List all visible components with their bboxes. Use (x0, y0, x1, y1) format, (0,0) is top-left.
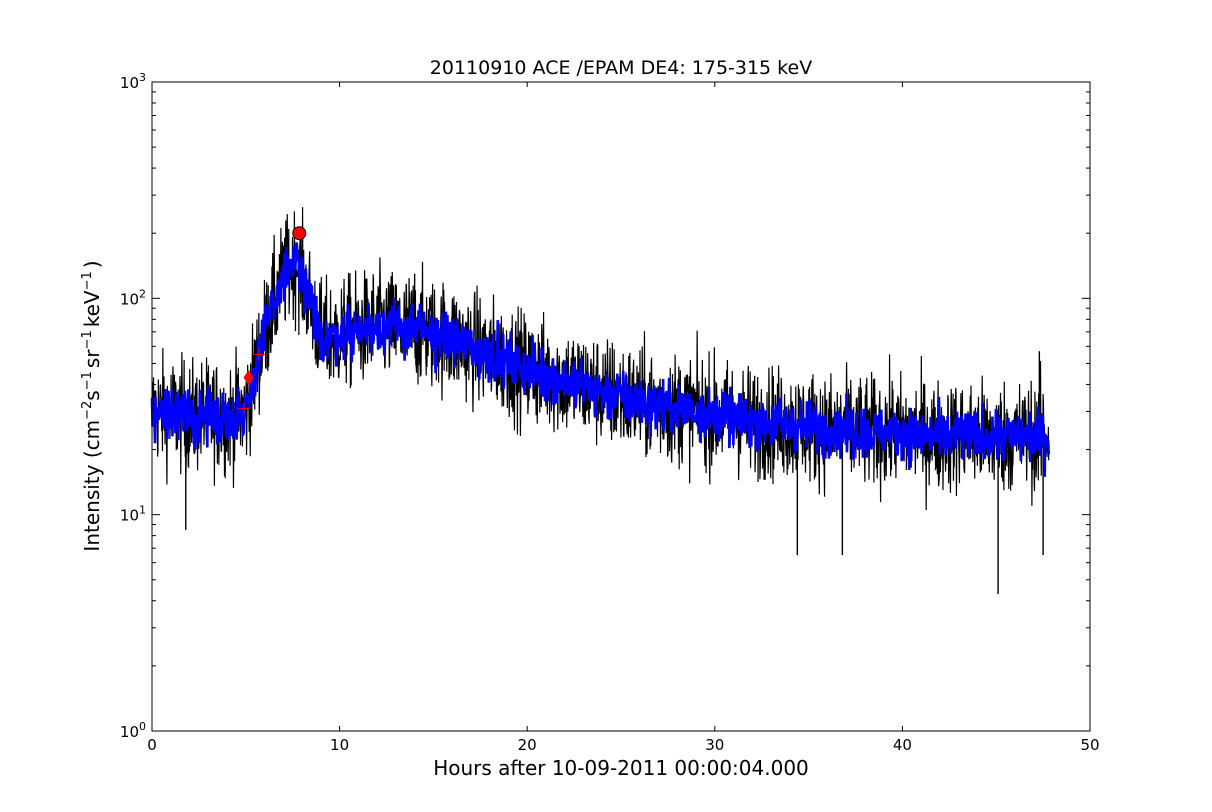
marker-plus-3 (252, 348, 265, 361)
plot-area (150, 81, 1091, 732)
y-tick-label-1000: 103 (120, 71, 146, 92)
y-label-kev: keV (80, 290, 104, 327)
y-tick-label-10: 101 (120, 504, 146, 525)
y-label-exp4: −1 (80, 271, 95, 290)
marker-diamond-1 (243, 369, 254, 386)
y-label-sr: sr (80, 349, 104, 368)
marker-plus-2 (237, 402, 250, 415)
marker-circle-0 (292, 226, 307, 241)
y-axis-label: Intensity (cm−2s−1sr−1keV−1) (80, 260, 104, 551)
x-tick-label-10: 10 (330, 736, 349, 754)
x-tick-label-30: 30 (705, 736, 724, 754)
x-axis-ticks: 0 10 20 30 40 50 (147, 82, 1100, 754)
smoothed-data-series (150, 242, 1051, 477)
y-tick-label-100: 102 (120, 287, 146, 308)
x-tick-label-0: 0 (147, 736, 157, 754)
x-tick-label-50: 50 (1080, 736, 1099, 754)
y-label-main: Intensity (cm (80, 420, 104, 552)
x-tick-label-20: 20 (518, 736, 537, 754)
chart-title: 20110910 ACE /EPAM DE4: 175-315 keV (430, 57, 812, 79)
y-label-close: ) (80, 260, 104, 268)
y-label-exp2: −1 (80, 371, 95, 390)
x-tick-label-40: 40 (893, 736, 912, 754)
y-label-exp1: −2 (80, 401, 95, 420)
y-label-exp3: −1 (80, 330, 95, 349)
y-label-s: s (80, 390, 104, 400)
x-axis-label: Hours after 10-09-2011 00:00:04.000 (433, 756, 809, 780)
y-axis-ticks: 100 101 102 103 (120, 71, 1090, 741)
plot-border (151, 81, 1091, 732)
y-tick-label-1: 100 (120, 720, 146, 741)
event-markers (237, 226, 307, 415)
smoothed-series-line (150, 242, 1051, 477)
